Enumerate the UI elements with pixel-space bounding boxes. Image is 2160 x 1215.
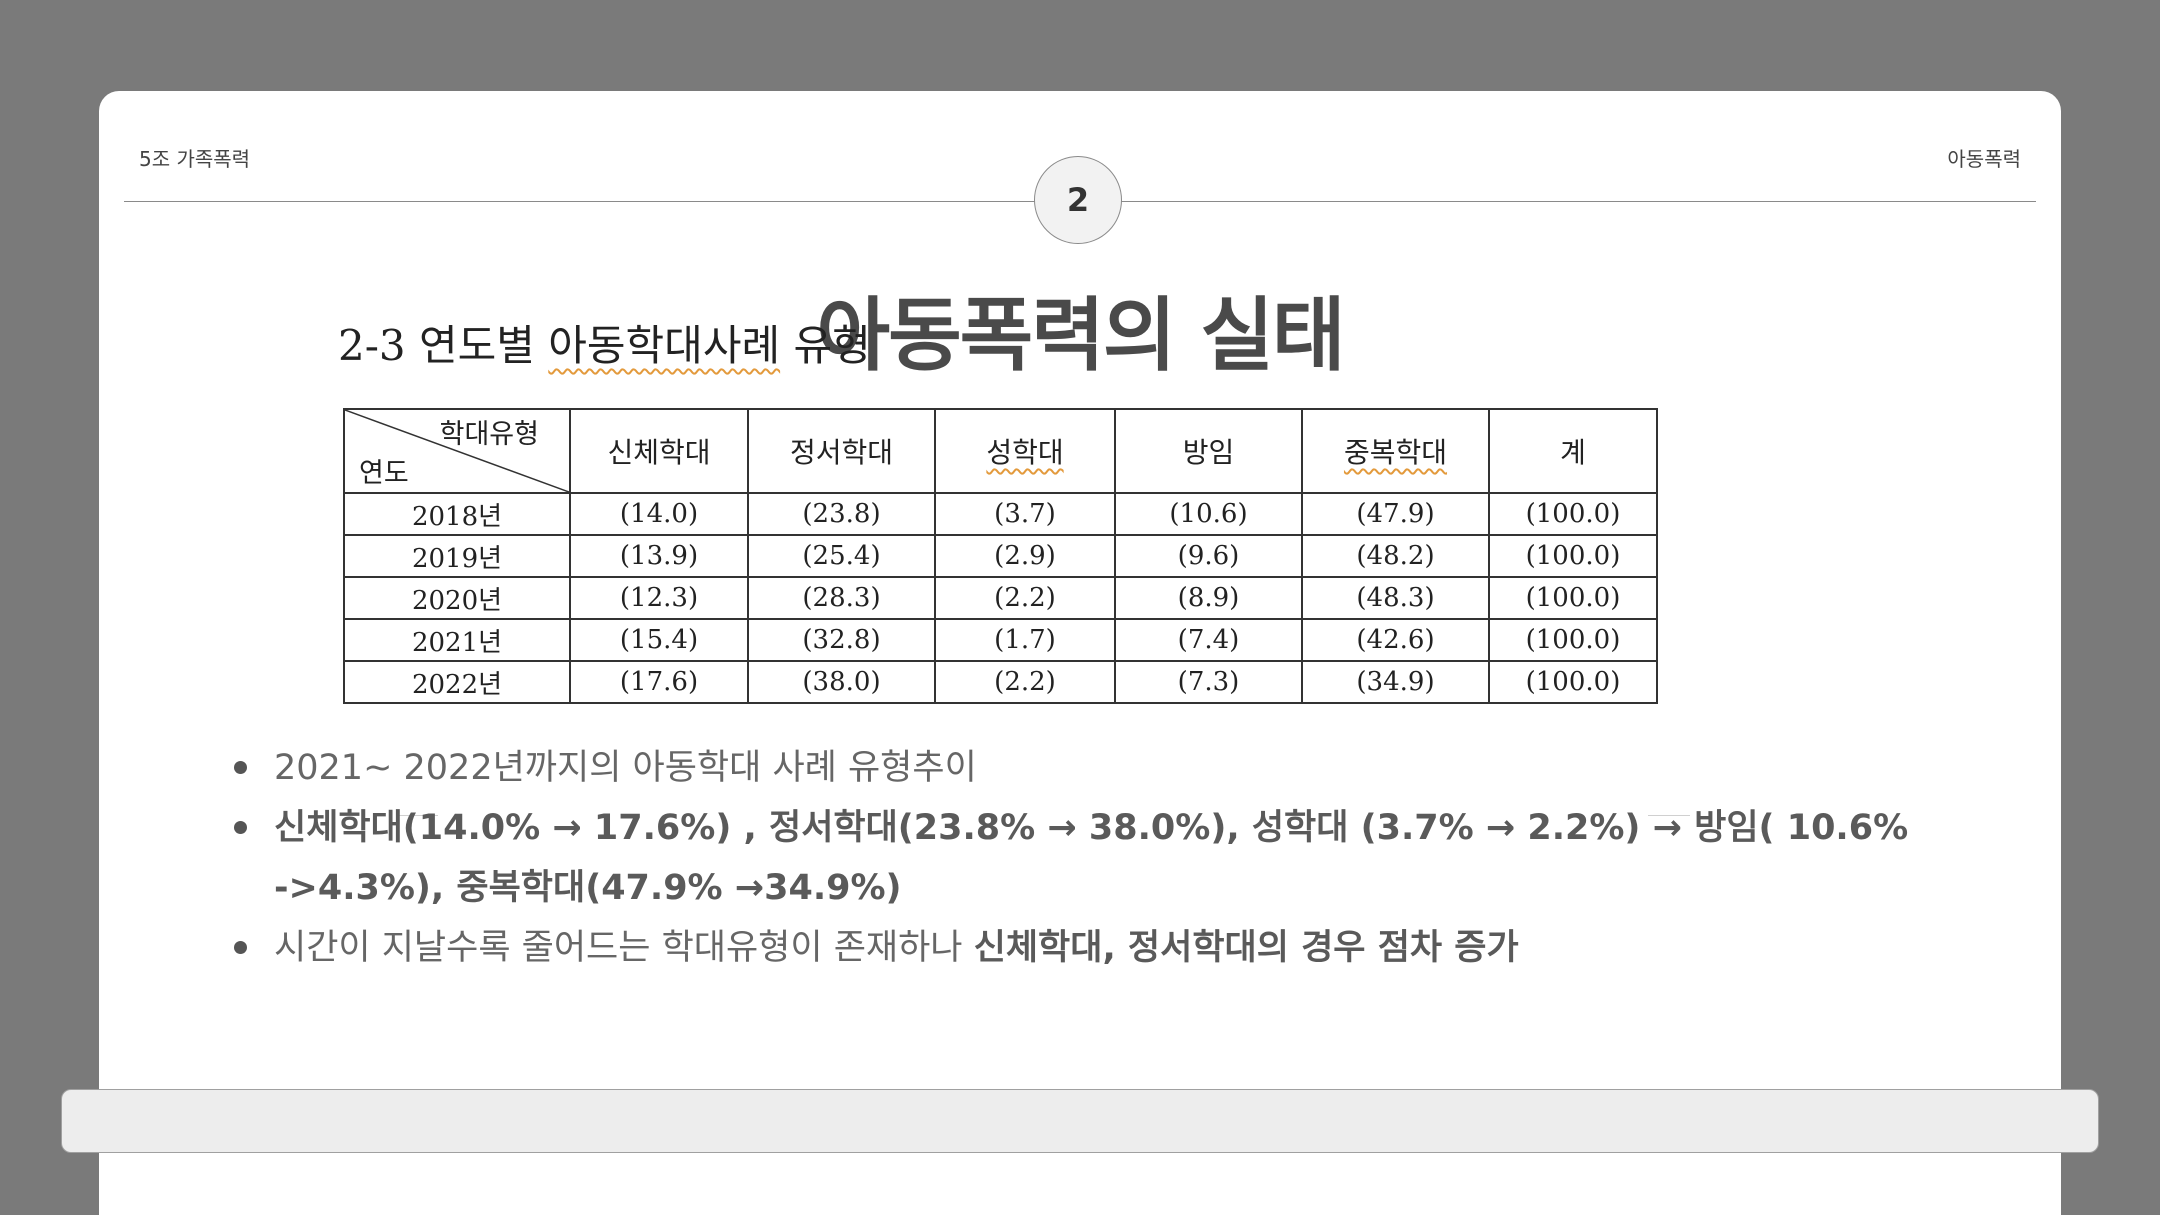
table-cell: (38.0) — [747, 660, 936, 704]
bullet-item: 2021~ 2022년까지의 아동학대 사례 유형추이 — [230, 738, 1910, 798]
corner-bottom-label: 연도 — [359, 458, 409, 489]
column-header: 방임 — [1114, 408, 1303, 494]
bullet-dot-icon — [234, 761, 247, 774]
table-cell: (3.7) — [934, 492, 1116, 536]
table-cell: (100.0) — [1488, 534, 1658, 578]
table-cell: (25.4) — [747, 534, 936, 578]
column-header: 신체학대 — [569, 408, 749, 494]
bullet-text: 신체학대(14.0% → 17.6%) , 정서학대(23.8% → 38.0%… — [274, 808, 1909, 908]
table-cell: (2.2) — [934, 660, 1116, 704]
table-cell: (23.8) — [747, 492, 936, 536]
bullet-text: 2021~ 2022년까지의 아동학대 사례 유형추이 — [274, 748, 977, 788]
bullet-list: 2021~ 2022년까지의 아동학대 사례 유형추이 신체학대(14.0% →… — [230, 738, 1910, 978]
diagonal-line-icon — [345, 410, 569, 492]
bullet-text: 시간이 지날수록 줄어드는 학대유형이 존재하나 — [274, 928, 974, 968]
column-header: 성학대 — [934, 408, 1116, 494]
bullet-item: 시간이 지날수록 줄어드는 학대유형이 존재하나 신체학대, 정서학대의 경우 … — [230, 918, 1910, 978]
column-header: 중복학대 — [1301, 408, 1490, 494]
bottom-toolbar[interactable] — [61, 1089, 2099, 1153]
table-cell: (9.6) — [1114, 534, 1303, 578]
document-heading-suffix: 유형 — [780, 321, 871, 370]
table-cell: (47.9) — [1301, 492, 1490, 536]
table-row: 2020년 (12.3) (28.3) (2.2) (8.9) (48.3) (… — [343, 576, 1658, 620]
year-cell: 2019년 — [343, 534, 571, 578]
bullet-dot-icon — [234, 941, 247, 954]
corner-top-label: 학대유형 — [439, 419, 539, 450]
table-cell: (100.0) — [1488, 660, 1658, 704]
table-cell: (42.6) — [1301, 618, 1490, 662]
table-cell: (1.7) — [934, 618, 1116, 662]
table-cell: (32.8) — [747, 618, 936, 662]
table-cell: (34.9) — [1301, 660, 1490, 704]
header-left-label: 5조 가족폭력 — [139, 147, 251, 171]
image-edge-mark — [396, 815, 438, 816]
document-heading: 2-3 연도별 아동학대사례 유형 — [338, 312, 871, 373]
image-edge-mark — [1648, 815, 1690, 816]
table-corner-cell: 학대유형 연도 — [343, 408, 571, 494]
year-cell: 2022년 — [343, 660, 571, 704]
year-cell: 2021년 — [343, 618, 571, 662]
table-header-row: 학대유형 연도 신체학대 정서학대 성학대 방임 중복학대 계 — [343, 408, 1658, 494]
bullet-item: 신체학대(14.0% → 17.6%) , 정서학대(23.8% → 38.0%… — [230, 798, 1910, 918]
table-row: 2018년 (14.0) (23.8) (3.7) (10.6) (47.9) … — [343, 492, 1658, 536]
table-cell: (7.4) — [1114, 618, 1303, 662]
column-header: 계 — [1488, 408, 1658, 494]
header-right-label: 아동폭력 — [1947, 147, 2021, 171]
page-number-badge: 2 — [1034, 156, 1122, 244]
table-cell: (48.3) — [1301, 576, 1490, 620]
bullet-dot-icon — [234, 821, 247, 834]
table-cell: (2.2) — [934, 576, 1116, 620]
document-heading-prefix: 2-3 연도별 — [338, 321, 549, 370]
table-row: 2022년 (17.6) (38.0) (2.2) (7.3) (34.9) (… — [343, 660, 1658, 704]
table-cell: (28.3) — [747, 576, 936, 620]
slide-title: 아동폭력의 실태 — [816, 289, 1345, 382]
bullet-text-emphasis: 신체학대, 정서학대의 경우 점차 증가 — [973, 928, 1519, 968]
table-cell: (48.2) — [1301, 534, 1490, 578]
table-row: 2019년 (13.9) (25.4) (2.9) (9.6) (48.2) (… — [343, 534, 1658, 578]
table-row: 2021년 (15.4) (32.8) (1.7) (7.4) (42.6) (… — [343, 618, 1658, 662]
table-cell: (10.6) — [1114, 492, 1303, 536]
column-header: 정서학대 — [747, 408, 936, 494]
year-cell: 2020년 — [343, 576, 571, 620]
table-cell: (8.9) — [1114, 576, 1303, 620]
table-cell: (100.0) — [1488, 492, 1658, 536]
table-cell: (12.3) — [569, 576, 749, 620]
table-cell: (100.0) — [1488, 618, 1658, 662]
table-cell: (7.3) — [1114, 660, 1303, 704]
table-cell: (13.9) — [569, 534, 749, 578]
table-cell: (100.0) — [1488, 576, 1658, 620]
table-cell: (17.6) — [569, 660, 749, 704]
document-heading-underlined: 아동학대사례 — [548, 321, 781, 370]
abuse-type-table: 학대유형 연도 신체학대 정서학대 성학대 방임 중복학대 계 2018년 (1… — [343, 408, 1658, 704]
table-cell: (14.0) — [569, 492, 749, 536]
table-cell: (2.9) — [934, 534, 1116, 578]
table-cell: (15.4) — [569, 618, 749, 662]
year-cell: 2018년 — [343, 492, 571, 536]
